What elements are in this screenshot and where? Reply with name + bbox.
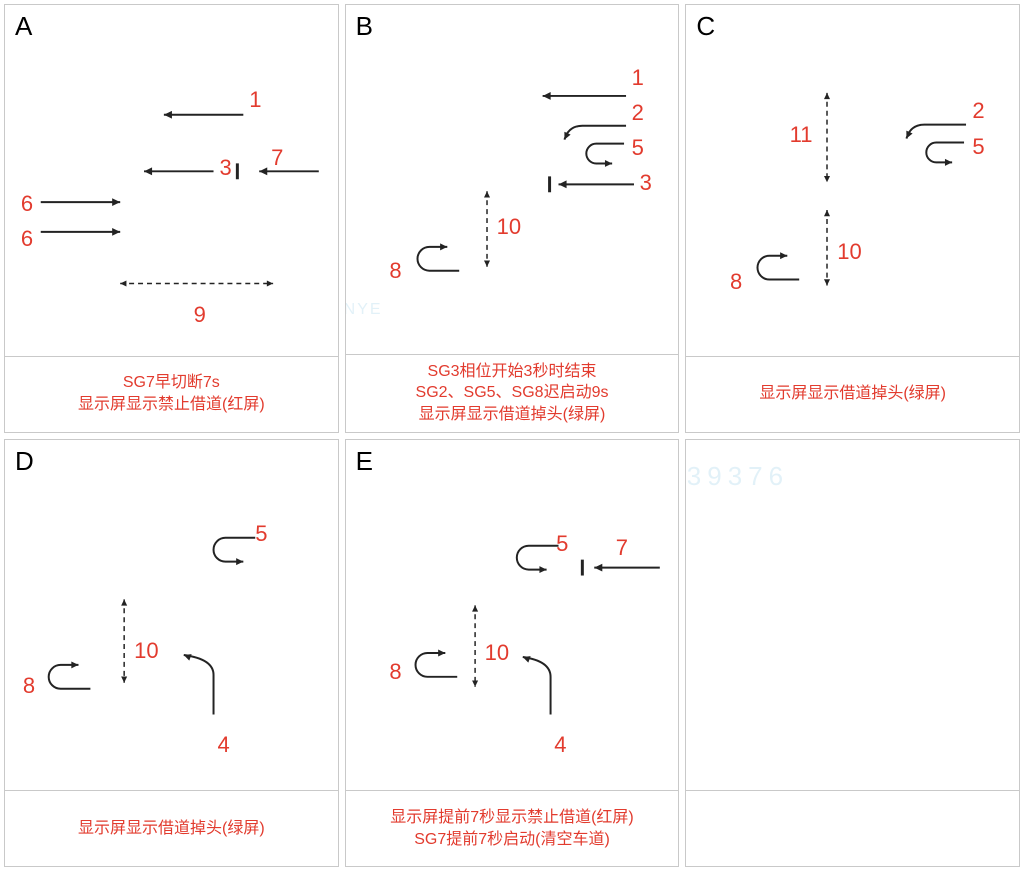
signal-number-2: 2 [632,100,644,126]
signal-number-5: 5 [632,135,644,161]
panel-e-svg [346,440,679,791]
panel-b: B ZHENYE 1253108 SG3相位开始3秒时结束 SG2、SG5、SG… [345,4,680,433]
panel-d-diagram: D 51084 [5,440,338,791]
signal-number-10: 10 [837,239,861,265]
panel-b-diagram: B ZHENYE 1253108 [346,5,679,354]
signal-number-5: 5 [255,521,267,547]
panel-d-caption: 显示屏显示借道掉头(绿屏) [5,790,338,866]
panel-e-diagram: E 571084 [346,440,679,791]
signal-number-3: 3 [640,170,652,196]
panel-b-svg [346,5,679,354]
signal-number-10: 10 [134,638,158,664]
panel-c-caption: 显示屏显示借道掉头(绿屏) [686,356,1019,432]
signal-number-6b: 6 [21,226,33,252]
signal-number-9: 9 [194,302,206,328]
panel-e: E 571084 显示屏提前7秒显示禁止借道(红屏) SG7提前7秒启动(清空车… [345,439,680,868]
panel-d-svg [5,440,338,791]
panel-c-diagram: C 2511108 [686,5,1019,356]
signal-number-4: 4 [554,732,566,758]
signal-number-8: 8 [23,673,35,699]
signal-number-11: 11 [790,122,813,148]
panel-c-svg [686,5,1019,356]
signal-number-8: 8 [389,258,401,284]
signal-number-7: 7 [271,145,283,171]
panel-b-caption: SG3相位开始3秒时结束 SG2、SG5、SG8迟启动9s 显示屏显示借道掉头(… [346,354,679,432]
panel-empty: 股票代码：839376 [685,439,1020,868]
signal-number-7: 7 [616,535,628,561]
panel-a-diagram: A 137669 [5,5,338,356]
diagram-grid: A 137669 SG7早切断7s 显示屏显示禁止借道(红屏) B ZHENYE… [4,4,1020,867]
signal-number-5: 5 [556,531,568,557]
watermark-stock: 股票代码：839376 [686,456,789,493]
signal-number-8: 8 [389,659,401,685]
signal-number-1: 1 [249,87,261,113]
signal-number-10: 10 [497,214,521,240]
panel-d: D 51084 显示屏显示借道掉头(绿屏) [4,439,339,868]
panel-a: A 137669 SG7早切断7s 显示屏显示禁止借道(红屏) [4,4,339,433]
signal-number-6a: 6 [21,191,33,217]
panel-e-caption: 显示屏提前7秒显示禁止借道(红屏) SG7提前7秒启动(清空车道) [346,790,679,866]
signal-number-10: 10 [485,640,509,666]
signal-number-5: 5 [972,134,984,160]
signal-number-3: 3 [219,155,231,181]
signal-number-8: 8 [730,269,742,295]
panel-empty-diagram: 股票代码：839376 [686,440,1019,791]
panel-c: C 2511108 显示屏显示借道掉头(绿屏) [685,4,1020,433]
signal-number-2: 2 [972,98,984,124]
panel-a-caption: SG7早切断7s 显示屏显示禁止借道(红屏) [5,356,338,432]
panel-a-svg [5,5,338,356]
panel-empty-caption [686,790,1019,866]
signal-number-4: 4 [218,732,230,758]
signal-number-1: 1 [632,65,644,91]
